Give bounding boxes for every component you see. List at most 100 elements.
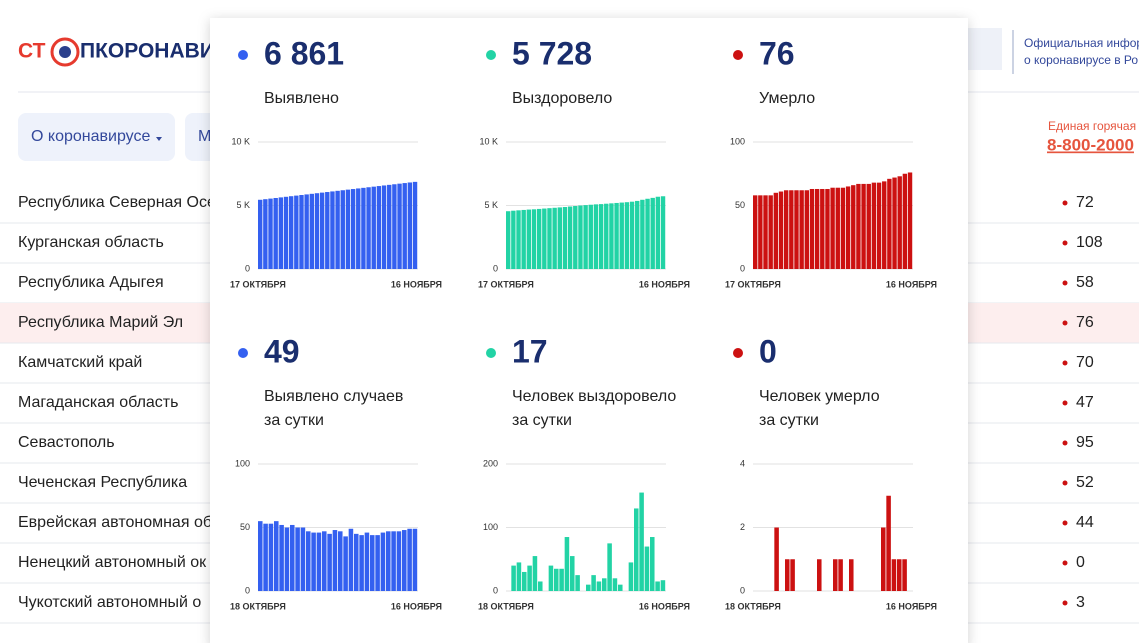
legend-dot	[733, 50, 743, 60]
bar	[526, 209, 532, 269]
nav-label[interactable]: О коронавирусе	[31, 128, 150, 145]
x-axis-label: 16 НОЯБРЯ	[886, 601, 937, 611]
stat-label: за сутки	[264, 412, 324, 429]
bar	[773, 192, 779, 269]
bar	[849, 559, 854, 591]
bar	[263, 199, 268, 269]
bar	[268, 523, 274, 591]
bar	[327, 533, 332, 591]
y-tick-label: 5 K	[484, 200, 498, 210]
y-tick-label: 0	[740, 263, 745, 273]
bar	[892, 177, 897, 269]
gov-text: о коронавирусе в Ро	[1024, 53, 1138, 67]
y-tick-label: 0	[493, 263, 498, 273]
bar	[375, 535, 380, 591]
bar	[386, 531, 391, 591]
x-axis-label: 18 ОКТЯБРЯ	[725, 601, 781, 611]
region-value: 70	[1076, 354, 1094, 371]
bar	[639, 492, 644, 591]
x-axis-label: 16 НОЯБРЯ	[886, 279, 937, 289]
stat-label: Умерло	[759, 90, 815, 107]
bar	[774, 527, 779, 591]
bar	[273, 197, 278, 269]
region-name: Камчатский край	[18, 354, 142, 371]
bar	[644, 546, 650, 591]
bar	[295, 527, 300, 591]
y-tick-label: 50	[240, 522, 250, 532]
bar	[650, 197, 655, 269]
bar	[596, 581, 602, 591]
y-tick-label: 100	[730, 136, 745, 146]
y-tick-label: 0	[740, 585, 745, 595]
nav-button[interactable]	[18, 113, 175, 161]
bar	[335, 190, 340, 269]
nav-label[interactable]: М	[198, 128, 211, 145]
bar	[402, 183, 407, 269]
big-number: 6 861	[264, 35, 344, 71]
bar	[902, 173, 908, 269]
bar	[655, 581, 660, 591]
bar	[396, 531, 402, 591]
big-number: 0	[759, 333, 777, 369]
bar	[624, 202, 630, 269]
dot	[1062, 440, 1068, 446]
bar	[412, 181, 418, 269]
hotline-phone[interactable]: 8-800-2000	[1047, 135, 1134, 154]
bar	[650, 537, 655, 591]
bar	[258, 199, 263, 269]
bar	[325, 192, 330, 269]
dot	[1062, 280, 1068, 286]
dot	[1062, 480, 1068, 486]
logo[interactable]: ПКОРОНАВИ	[80, 40, 215, 63]
bar	[278, 197, 284, 269]
bar	[835, 187, 840, 269]
bar	[356, 188, 361, 269]
bar	[391, 531, 396, 591]
bar	[629, 201, 635, 269]
bar	[392, 184, 397, 269]
y-tick-label: 0	[493, 585, 498, 595]
stat-label: за сутки	[759, 412, 819, 429]
y-tick-label: 0	[245, 585, 250, 595]
bar	[371, 186, 376, 269]
stat-label: Выявлено случаев	[264, 388, 403, 405]
y-tick-label: 10 K	[231, 136, 250, 146]
bar	[407, 182, 413, 269]
stat-label: Выздоровело	[512, 90, 612, 107]
bar	[554, 568, 559, 591]
bar	[660, 580, 666, 591]
bar	[871, 182, 877, 269]
logo[interactable]: СТ	[18, 40, 46, 63]
bar	[511, 210, 516, 269]
region-value: 47	[1076, 394, 1094, 411]
bar	[619, 202, 624, 269]
region-value: 95	[1076, 434, 1094, 451]
dot	[1062, 240, 1068, 246]
bar	[532, 556, 538, 591]
bar	[316, 532, 322, 591]
region-value: 76	[1076, 314, 1094, 331]
bar	[645, 198, 650, 269]
bar	[830, 187, 835, 269]
bar	[758, 195, 763, 269]
bar	[583, 205, 588, 269]
bar	[348, 528, 354, 591]
x-axis-label: 16 НОЯБРЯ	[391, 279, 442, 289]
dot	[1062, 320, 1068, 326]
bar	[851, 185, 856, 269]
hotline-label: Единая горячая	[1048, 119, 1136, 133]
bar	[598, 204, 604, 269]
bar	[288, 196, 294, 269]
region-value: 44	[1076, 514, 1094, 531]
bar	[552, 207, 557, 269]
bar	[345, 189, 351, 269]
dot	[1062, 520, 1068, 526]
bar	[897, 176, 902, 269]
region-name: Республика Адыгея	[18, 274, 164, 291]
dot	[1062, 400, 1068, 406]
x-axis-label: 16 НОЯБРЯ	[391, 601, 442, 611]
y-tick-label: 100	[235, 458, 250, 468]
bar	[567, 206, 573, 269]
